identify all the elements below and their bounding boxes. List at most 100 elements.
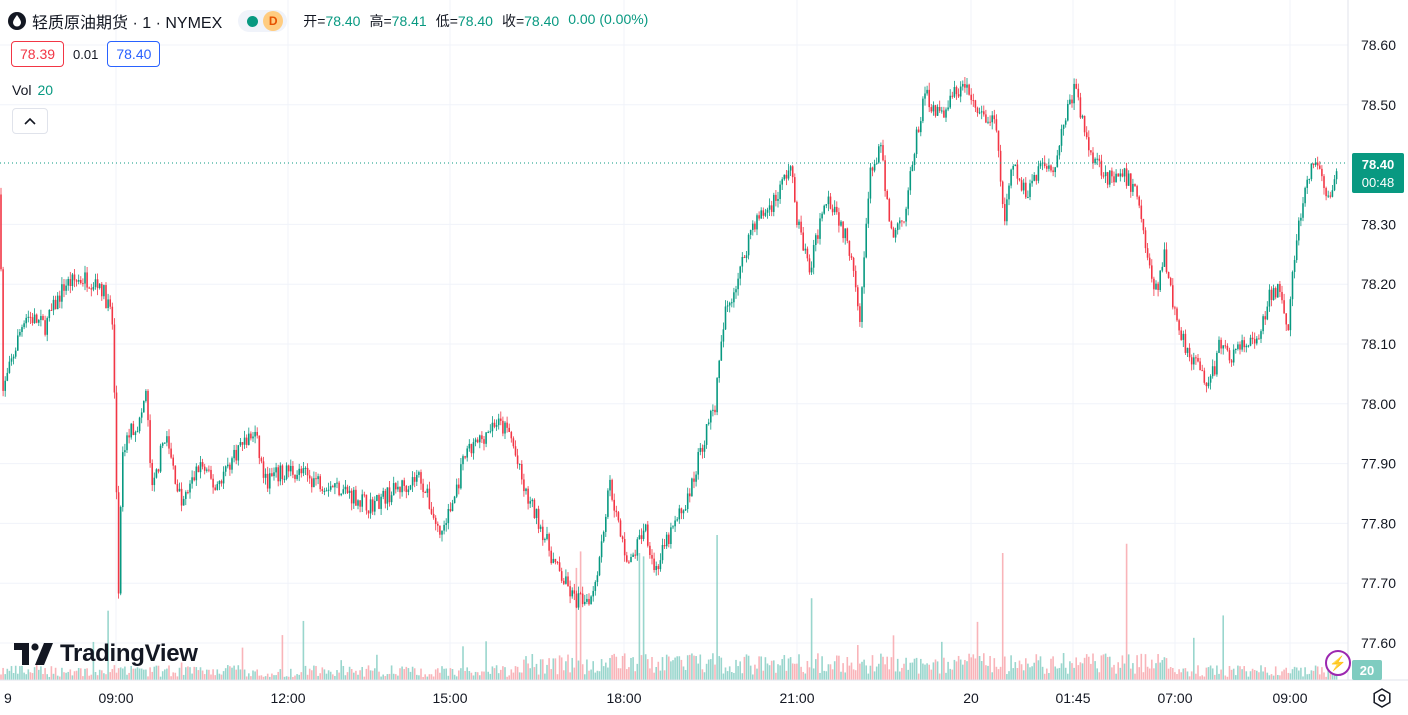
candle-body (1010, 169, 1012, 186)
candle-body (1146, 248, 1149, 258)
candle-body (214, 487, 216, 490)
candle-body (313, 478, 315, 488)
volume-bar (573, 667, 576, 680)
candle-body (1193, 357, 1195, 365)
volume-bar (170, 676, 172, 680)
candle-body (659, 560, 662, 570)
volume-bar (1218, 673, 1220, 680)
volume-bar (195, 667, 198, 680)
candle-body (105, 285, 107, 309)
volume-bar (707, 659, 710, 680)
candle-body (508, 427, 510, 433)
volume-bar (773, 660, 775, 680)
time-tick-label: 12:00 (270, 690, 305, 706)
candle-body (527, 488, 529, 504)
volume-bar (101, 670, 103, 680)
volume-bar (1119, 667, 1122, 680)
volume-bar (674, 657, 676, 680)
volume-bar (497, 673, 500, 680)
candle-body (1281, 291, 1283, 301)
candle-body (781, 179, 783, 185)
candle-body (359, 500, 361, 507)
volume-bar (1111, 667, 1113, 680)
tradingview-logo[interactable]: TradingView (14, 640, 198, 668)
candle-body (495, 425, 498, 427)
candle-body (764, 212, 767, 216)
candle-body (617, 512, 620, 521)
volume-bar (741, 673, 744, 680)
volume-bar (905, 657, 907, 680)
candle-body (579, 593, 582, 595)
volume-bar (899, 671, 901, 680)
candle-body (25, 317, 27, 324)
volume-bar (985, 665, 987, 680)
settings-icon[interactable] (1371, 687, 1393, 709)
volume-bar (1321, 667, 1323, 680)
buy-price-button[interactable]: 78.40 (107, 41, 161, 67)
volume-bar (439, 672, 441, 680)
volume-bar (344, 675, 347, 680)
volume-bar (369, 670, 372, 680)
candle-body (959, 86, 962, 97)
volume-bar (617, 668, 620, 680)
candle-body (342, 489, 345, 494)
symbol-title[interactable]: 轻质原油期货 · 1 · NYMEX (32, 15, 223, 32)
sell-price-button[interactable]: 78.39 (11, 41, 65, 67)
volume-bar (850, 662, 853, 680)
candle-body (1033, 175, 1035, 181)
candle-body (1117, 173, 1119, 177)
candle-body (178, 488, 181, 492)
candle-body (1037, 166, 1040, 181)
collapse-legend-button[interactable] (12, 108, 48, 134)
time-tick-label: 15:00 (432, 690, 467, 706)
candle-body (327, 489, 330, 491)
candle-body (665, 534, 668, 547)
time-axis[interactable]: 9 09:00 12:00 15:00 18:00 21:00 20 01:45 07:00 09… (0, 679, 1408, 706)
candle-body (180, 488, 183, 506)
volume-bar (241, 647, 244, 680)
volume-legend[interactable]: Vol 20 (12, 82, 53, 98)
candle-body (1159, 270, 1161, 290)
price-tick-label: 78.20 (1361, 276, 1396, 292)
candle-body (44, 320, 46, 335)
candle-body (306, 467, 309, 476)
candle-body (1243, 340, 1245, 348)
candle-body (59, 295, 61, 302)
volume-bar (145, 669, 147, 680)
volume-bar (655, 666, 657, 680)
candle-body (632, 554, 634, 557)
candle-body (600, 541, 603, 558)
candle-body (1079, 97, 1082, 118)
volume-bar (390, 665, 393, 680)
volume-bar (245, 676, 248, 680)
volume-bar (224, 668, 227, 680)
candle-body (714, 409, 716, 413)
candle-body (581, 593, 584, 605)
candle-body (1260, 331, 1262, 339)
volume-bar (680, 659, 683, 680)
price-axis[interactable]: 78.60 78.50 78.30 78.20 78.10 78.00 77.90 77.80… (1347, 0, 1396, 680)
candle-body (531, 499, 534, 502)
volume-bar (397, 675, 399, 680)
volume-bar (1211, 668, 1214, 680)
volume-bar (1169, 667, 1172, 680)
candle-body (846, 228, 849, 241)
candle-body (1182, 333, 1185, 340)
candle-body (437, 523, 439, 526)
volume-bar (1174, 672, 1176, 680)
candle-body (113, 324, 116, 393)
lightning-icon[interactable]: ⚡ (1325, 650, 1351, 676)
candle-body (821, 213, 823, 219)
volume-bar (714, 664, 716, 680)
volume-bar (1241, 669, 1243, 680)
market-status-pill[interactable]: D (238, 10, 288, 32)
candle-body (661, 545, 664, 561)
candle-body (94, 279, 97, 287)
candle-body (96, 279, 99, 289)
candle-body (892, 228, 895, 238)
candle-body (703, 444, 706, 452)
volume-bar (512, 672, 515, 680)
volume-bar (277, 671, 279, 680)
candle-body (409, 485, 412, 490)
